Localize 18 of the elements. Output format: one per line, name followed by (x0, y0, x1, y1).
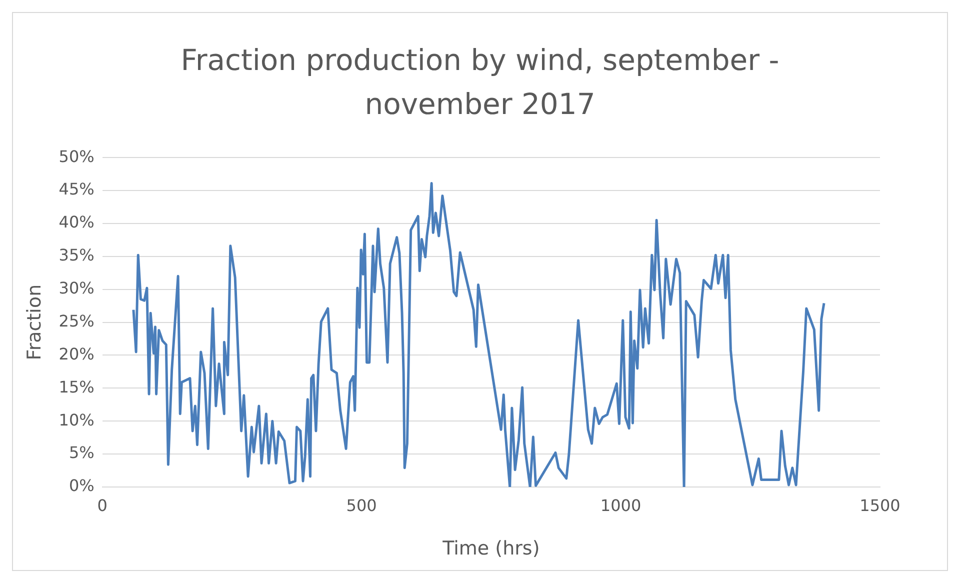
y-tick-label: 25% (58, 311, 94, 330)
y-axis-title: Fraction (23, 284, 46, 360)
x-tick-label: 500 (346, 496, 377, 515)
x-tick-label: 1500 (860, 496, 900, 515)
chart-title: Fraction production by wind, september - november 2017 (180, 42, 780, 123)
y-tick-label: 50% (58, 146, 94, 166)
y-tick-label: 5% (68, 443, 94, 462)
y-tick-label: 45% (58, 180, 94, 199)
y-tick-label: 35% (58, 246, 94, 265)
y-tick-label: 20% (58, 344, 94, 364)
x-axis-title: Time (hrs) (442, 538, 540, 560)
y-tick-label: 15% (58, 377, 94, 396)
y-tick-label: 0% (68, 476, 94, 496)
x-tick-label: 0 (97, 496, 108, 515)
y-tick-label: 40% (58, 212, 94, 232)
x-tick-label: 1000 (600, 496, 642, 515)
y-tick-label: 30% (58, 278, 94, 298)
y-tick-label: 10% (58, 410, 94, 430)
